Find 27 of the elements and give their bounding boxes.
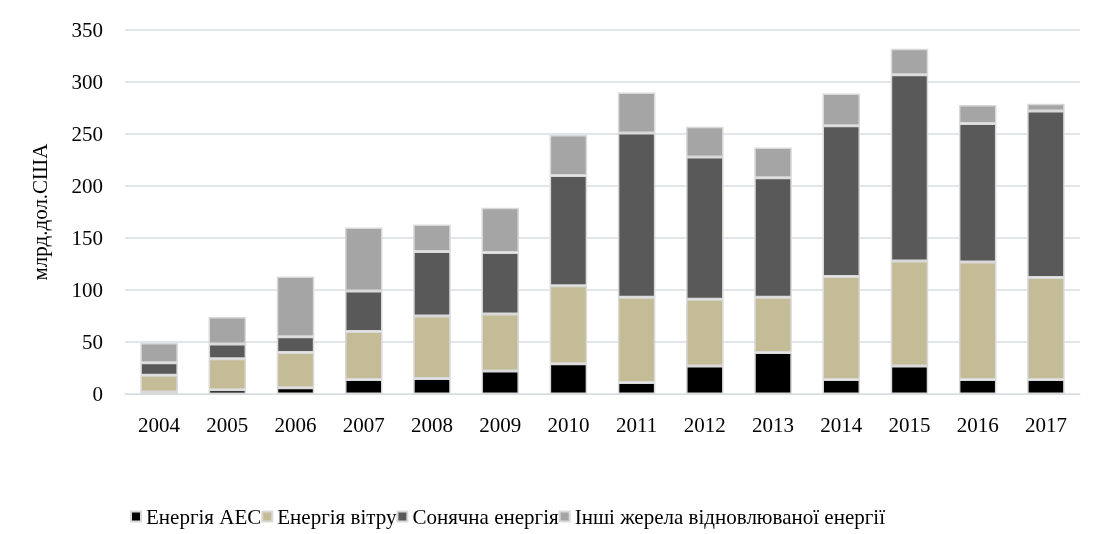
y-tick-label: 100: [71, 278, 103, 302]
x-tick-label: 2014: [820, 412, 863, 437]
x-tick-label: 2010: [547, 412, 590, 437]
y-axis-title: млрд.дол.США: [27, 142, 52, 281]
legend-label: Сонячна енергія: [412, 504, 559, 529]
x-tick-label: 2008: [410, 412, 453, 437]
x-tick-label: 2007: [342, 412, 385, 437]
legend-label: Енергія вітру: [277, 504, 397, 529]
y-tick-label: 200: [71, 174, 103, 198]
y-tick-label: 0: [92, 382, 103, 406]
x-tick-label: 2013: [752, 412, 795, 437]
y-tick-label: 300: [71, 70, 103, 94]
x-tick-label: 2012: [683, 412, 726, 437]
x-tick-label: 2006: [274, 412, 317, 437]
x-tick-label: 2015: [888, 412, 931, 437]
x-tick-label: 2016: [956, 412, 999, 437]
x-tick-label: 2005: [206, 412, 249, 437]
y-tick-label: 150: [71, 226, 103, 250]
x-tick-label: 2009: [479, 412, 522, 437]
x-tick-label: 2004: [138, 412, 181, 437]
x-tick-label: 2011: [615, 412, 658, 437]
x-tick-label: 2017: [1024, 412, 1067, 437]
y-tick-label: 50: [82, 330, 103, 354]
y-tick-label: 350: [71, 18, 103, 42]
legend-label: Енергія АЕС: [146, 504, 262, 529]
legend-label: Інші жерела відновлюваної енергії: [574, 504, 886, 529]
y-tick-label: 250: [71, 122, 103, 146]
